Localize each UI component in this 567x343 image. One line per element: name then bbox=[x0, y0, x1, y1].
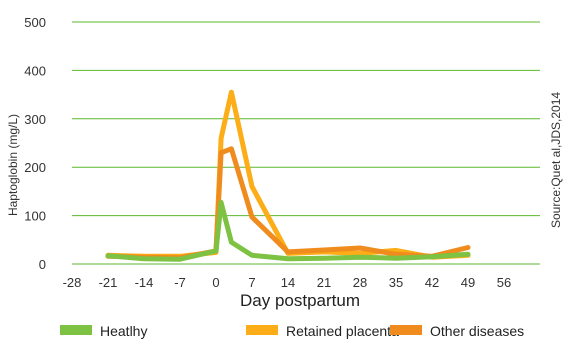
y-tick-label: 400 bbox=[24, 63, 46, 78]
legend-swatch bbox=[60, 325, 92, 335]
y-tick-label: 100 bbox=[24, 209, 46, 224]
legend-label: Other diseases bbox=[430, 323, 524, 339]
x-tick-label: 42 bbox=[425, 275, 439, 290]
legend-label: Heatlhy bbox=[100, 323, 147, 339]
x-tick-label: 28 bbox=[353, 275, 367, 290]
series-line-retained-placenta bbox=[105, 89, 471, 260]
y-axis-ticks: 0 100 200 300 400 500 bbox=[24, 15, 46, 272]
source-note: Source:Quet al,JDS,2014 bbox=[549, 92, 563, 228]
y-tick-label: 0 bbox=[39, 257, 46, 272]
y-tick-label: 500 bbox=[24, 15, 46, 30]
x-tick-label: -14 bbox=[135, 275, 154, 290]
legend-swatch bbox=[390, 325, 422, 335]
y-tick-label: 300 bbox=[24, 112, 46, 127]
x-tick-label: 14 bbox=[281, 275, 295, 290]
x-tick-label: -7 bbox=[174, 275, 186, 290]
x-tick-label: 35 bbox=[389, 275, 403, 290]
legend-swatch bbox=[246, 325, 278, 335]
x-tick-label: 0 bbox=[212, 275, 219, 290]
legend: Heatlhy Retained placenta Other diseases bbox=[60, 323, 524, 339]
series-line-other-diseases bbox=[105, 146, 471, 261]
legend-label: Retained placenta bbox=[286, 323, 399, 339]
x-axis-title: Day postpartum bbox=[240, 291, 360, 310]
x-tick-label: 49 bbox=[461, 275, 475, 290]
y-axis-title: Haptoglobin (mg/L) bbox=[6, 114, 20, 216]
x-tick-label: 21 bbox=[317, 275, 331, 290]
x-tick-label: 7 bbox=[248, 275, 255, 290]
y-tick-label: 200 bbox=[24, 160, 46, 175]
series-line-heatlhy bbox=[105, 200, 471, 262]
x-axis-ticks: -28 -21 -14 -7 0 7 14 21 28 35 42 49 56 bbox=[63, 275, 512, 290]
series-lines bbox=[105, 89, 471, 262]
grid bbox=[72, 21, 540, 265]
x-tick-label: 56 bbox=[497, 275, 511, 290]
x-tick-label: -28 bbox=[63, 275, 82, 290]
x-tick-label: -21 bbox=[99, 275, 118, 290]
